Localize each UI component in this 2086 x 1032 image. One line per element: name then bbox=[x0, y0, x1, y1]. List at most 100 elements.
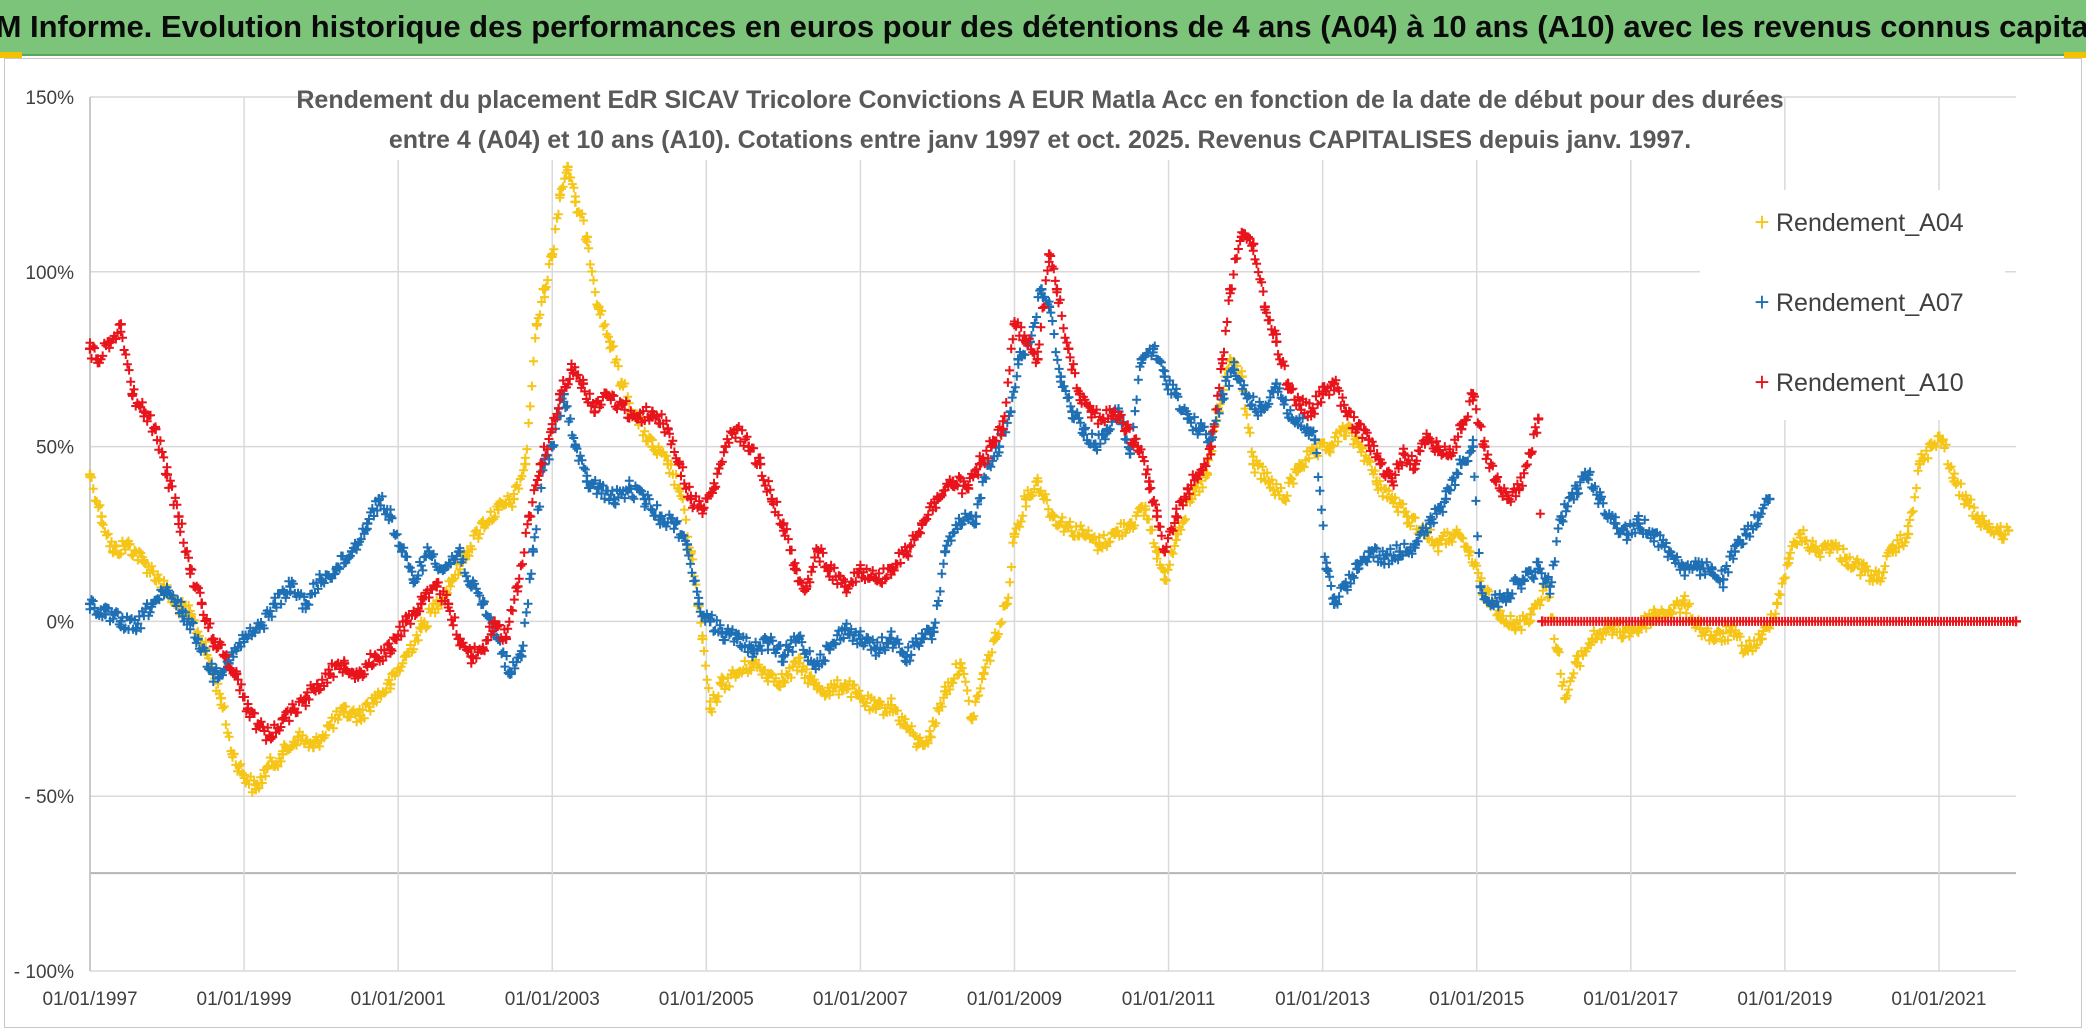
data-point bbox=[570, 196, 581, 207]
data-point bbox=[1044, 249, 1055, 260]
data-point bbox=[1502, 494, 1513, 505]
data-point bbox=[1286, 413, 1297, 424]
data-point bbox=[1571, 658, 1582, 669]
data-point bbox=[431, 581, 442, 592]
data-point bbox=[1152, 511, 1162, 522]
data-point bbox=[1282, 378, 1293, 389]
data-point bbox=[1352, 424, 1363, 435]
data-point bbox=[331, 563, 342, 574]
data-point bbox=[1752, 511, 1763, 522]
x-tick-label: 01/01/2011 bbox=[1122, 989, 1216, 1010]
data-point bbox=[477, 598, 488, 609]
data-point bbox=[1371, 476, 1382, 487]
data-point bbox=[589, 406, 600, 417]
legend-marker-a07: + bbox=[1754, 287, 1769, 317]
banner-corner-right bbox=[2064, 52, 2086, 58]
data-point bbox=[616, 378, 627, 389]
data-point bbox=[886, 633, 897, 644]
data-point bbox=[1125, 448, 1136, 459]
data-point bbox=[932, 494, 943, 505]
data-point bbox=[504, 668, 515, 679]
data-point bbox=[397, 546, 408, 557]
data-point bbox=[1444, 448, 1455, 459]
data-point bbox=[231, 668, 242, 679]
data-point bbox=[1972, 511, 1983, 522]
data-point bbox=[277, 714, 288, 725]
data-point bbox=[1121, 424, 1132, 435]
data-point bbox=[705, 616, 716, 627]
data-point bbox=[940, 546, 951, 557]
data-point bbox=[1552, 644, 1563, 655]
data-point bbox=[1664, 605, 1675, 616]
data-point bbox=[316, 574, 327, 585]
data-point bbox=[1783, 553, 1794, 564]
data-point bbox=[1048, 511, 1058, 522]
data-point bbox=[423, 546, 434, 557]
data-point bbox=[1094, 539, 1105, 550]
y-tick-label: 150% bbox=[25, 88, 74, 109]
data-point bbox=[1021, 494, 1032, 505]
data-point bbox=[1171, 389, 1182, 400]
data-point bbox=[955, 658, 966, 669]
data-point bbox=[208, 633, 219, 644]
data-point bbox=[824, 686, 835, 697]
y-tick-label: - 50% bbox=[24, 787, 74, 808]
data-point bbox=[1132, 441, 1143, 452]
data-point bbox=[185, 609, 196, 620]
data-point bbox=[1074, 389, 1085, 400]
data-point bbox=[1159, 546, 1170, 557]
data-point bbox=[547, 249, 558, 260]
data-point bbox=[1741, 529, 1752, 539]
data-point bbox=[1182, 483, 1193, 494]
data-point bbox=[385, 511, 396, 522]
data-point bbox=[801, 581, 812, 592]
data-point bbox=[682, 539, 693, 550]
data-point bbox=[1706, 563, 1717, 574]
data-point bbox=[1725, 626, 1736, 637]
x-tick-label: 01/01/2009 bbox=[967, 989, 1062, 1010]
data-point bbox=[1067, 406, 1078, 417]
data-point bbox=[454, 633, 465, 644]
data-point bbox=[1329, 378, 1340, 389]
chart-title-line-2: entre 4 (A04) et 10 ans (A10). Cotations… bbox=[389, 126, 1691, 154]
data-point bbox=[913, 738, 924, 749]
data-point bbox=[477, 518, 488, 529]
data-point bbox=[1618, 626, 1629, 637]
data-point bbox=[400, 651, 411, 662]
data-point bbox=[115, 319, 126, 330]
y-tick-label: 50% bbox=[36, 438, 74, 459]
data-point bbox=[1001, 598, 1012, 609]
data-point bbox=[1259, 301, 1270, 312]
x-tick-label: 01/01/1997 bbox=[42, 989, 137, 1010]
data-point bbox=[250, 784, 261, 795]
data-point bbox=[1340, 406, 1351, 417]
data-point bbox=[1051, 284, 1062, 295]
data-point bbox=[1425, 518, 1436, 529]
data-point bbox=[1772, 598, 1783, 609]
data-point bbox=[289, 703, 300, 714]
data-point bbox=[1352, 563, 1363, 574]
data-point bbox=[963, 483, 974, 494]
data-point bbox=[285, 581, 296, 592]
data-point bbox=[1949, 476, 1960, 487]
data-point bbox=[1032, 354, 1043, 365]
x-tick-label: 01/01/2007 bbox=[813, 989, 908, 1010]
data-point bbox=[813, 546, 824, 557]
data-point bbox=[855, 693, 866, 704]
data-point bbox=[215, 693, 226, 704]
data-point bbox=[631, 413, 642, 424]
data-point bbox=[277, 749, 288, 760]
data-point bbox=[1984, 522, 1995, 533]
data-point bbox=[1510, 623, 1521, 634]
data-point bbox=[1294, 459, 1305, 470]
data-point bbox=[2003, 525, 2014, 536]
data-point bbox=[647, 406, 658, 417]
data-point bbox=[300, 598, 311, 609]
data-point bbox=[346, 546, 357, 557]
data-point bbox=[308, 742, 319, 753]
data-point bbox=[1109, 529, 1120, 539]
data-point bbox=[1456, 424, 1467, 435]
data-point bbox=[1556, 511, 1567, 522]
data-point bbox=[1063, 522, 1074, 533]
data-point bbox=[697, 504, 708, 515]
